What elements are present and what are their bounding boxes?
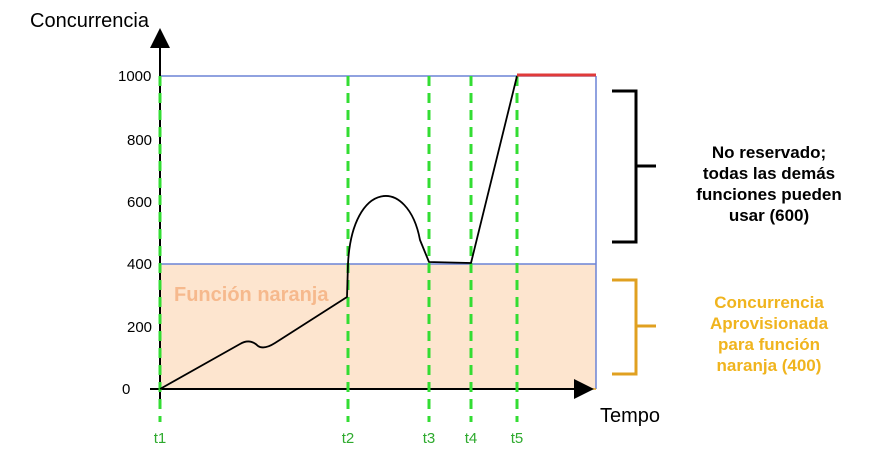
unreserved-annotation: No reservado; todas las demás funciones … <box>678 142 860 226</box>
marker-label-t2: t2 <box>342 430 355 447</box>
annotation-line: naranja (400) <box>716 356 822 375</box>
marker-label-t5: t5 <box>511 430 524 447</box>
orange-function-label: Función naranja <box>174 284 329 306</box>
annotation-line: Concurrencia <box>714 293 824 312</box>
annotation-line: funciones pueden <box>696 185 842 204</box>
annotation-line: Aprovisionada <box>709 314 829 333</box>
y-tick-label: 400 <box>127 256 152 273</box>
provisioned-annotation: Concurrencia Aprovisionada para función … <box>678 292 860 376</box>
provisioned-concurrency-area <box>160 264 596 389</box>
annotation-line: usar (600) <box>728 206 810 225</box>
provisioned-bracket <box>612 278 656 376</box>
unreserved-bracket <box>612 89 656 244</box>
marker-label-t3: t3 <box>423 430 436 447</box>
marker-label-t4: t4 <box>465 430 478 447</box>
y-tick-label: 800 <box>127 132 152 149</box>
annotation-line: No reservado; <box>711 143 827 162</box>
annotation-line: todas las demás <box>702 164 836 183</box>
y-axis-title: Concurrencia <box>30 10 150 32</box>
annotation-line: para función <box>717 335 820 354</box>
y-tick-label: 0 <box>122 381 130 398</box>
y-tick-label: 200 <box>127 319 152 336</box>
x-axis-title: Tempo <box>600 405 660 427</box>
y-tick-label: 1000 <box>118 68 151 85</box>
marker-label-t1: t1 <box>154 430 167 447</box>
concurrency-curve <box>159 75 518 390</box>
y-tick-label: 600 <box>127 194 152 211</box>
